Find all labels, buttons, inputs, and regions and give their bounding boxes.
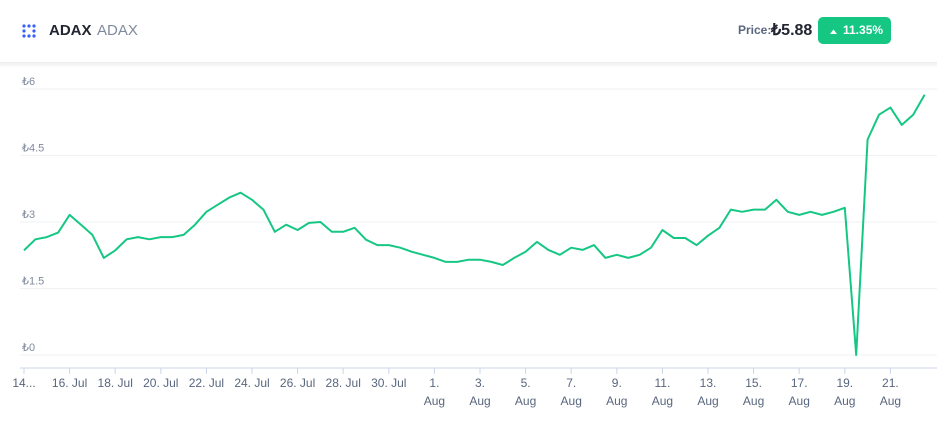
x-tick-label: Aug — [424, 394, 445, 408]
x-tick-label: 3. — [475, 376, 485, 390]
y-tick-label: ₺1.5 — [22, 275, 44, 287]
coin-symbol: ADAX — [49, 22, 92, 39]
x-tick-label: 30. Jul — [371, 376, 406, 390]
x-tick-label: Aug — [880, 394, 901, 408]
x-tick-label: Aug — [652, 394, 673, 408]
x-tick-label: 5. — [521, 376, 531, 390]
x-tick-label: Aug — [606, 394, 627, 408]
x-tick-label: Aug — [834, 394, 855, 408]
change: 11.35% — [843, 23, 883, 37]
x-tick-label: Aug — [515, 394, 536, 408]
x-tick-label: 13. — [700, 376, 717, 390]
price: ₺5.88 — [770, 22, 812, 39]
coin-name: ADAX — [97, 22, 138, 39]
x-tick-label: 9. — [612, 376, 622, 390]
x-tick-label: 14... — [12, 376, 35, 390]
x-tick-label: 7. — [566, 376, 576, 390]
header — [0, 0, 937, 62]
x-tick-label: 22. Jul — [189, 376, 224, 390]
x-tick-label: Aug — [469, 394, 490, 408]
x-tick-label: 16. Jul — [52, 376, 87, 390]
x-tick-label: 20. Jul — [143, 376, 178, 390]
price-line — [23, 94, 926, 356]
x-tick-label: Aug — [697, 394, 718, 408]
x-tick-label: 21. — [882, 376, 899, 390]
y-tick-label: ₺3 — [22, 209, 35, 221]
x-tick-label: Aug — [743, 394, 764, 408]
y-tick-label: ₺6 — [22, 76, 35, 88]
x-tick-label: 15. — [745, 376, 762, 390]
x-tick-label: 19. — [836, 376, 853, 390]
y-tick-label: ₺0 — [22, 342, 35, 354]
y-tick-label: ₺4.5 — [22, 142, 44, 154]
x-tick-label: 17. — [791, 376, 808, 390]
coin-icon — [22, 24, 36, 38]
x-tick-label: 1. — [429, 376, 439, 390]
header-shadow — [0, 62, 937, 68]
change-badge — [818, 17, 891, 44]
x-tick-label: 28. Jul — [326, 376, 361, 390]
x-tick-label: 18. Jul — [98, 376, 133, 390]
x-tick-label: Aug — [561, 394, 582, 408]
x-tick-label: 26. Jul — [280, 376, 315, 390]
x-tick-label: Aug — [789, 394, 810, 408]
x-tick-label: 24. Jul — [234, 376, 269, 390]
up-arrow — [830, 29, 837, 34]
price-label: Price: — [738, 23, 771, 37]
x-tick-label: 11. — [655, 376, 671, 390]
